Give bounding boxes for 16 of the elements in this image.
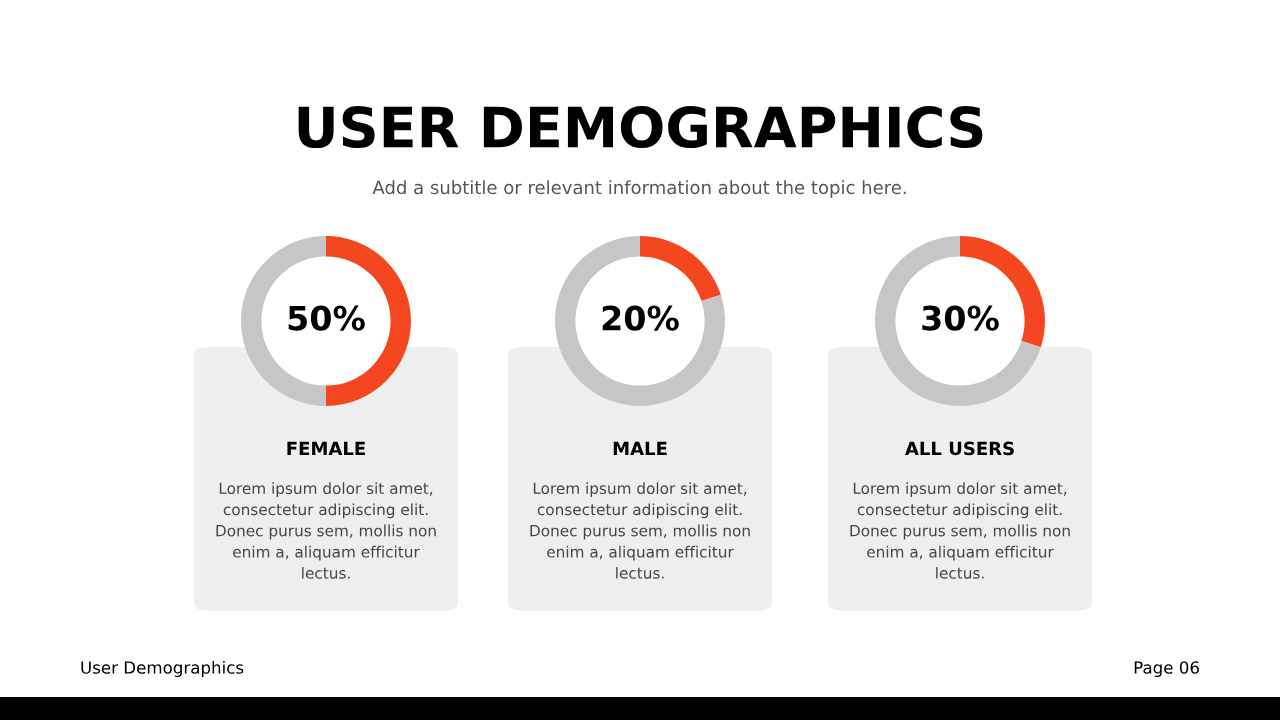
text: Page 06	[1134, 661, 1199, 678]
donut-slice	[640, 236, 721, 302]
text: USER DEMOGRAPHICS	[298, 106, 983, 149]
text: FEMALE	[287, 441, 365, 455]
data-label: 50%	[288, 305, 365, 331]
data-label: 30%	[922, 305, 999, 331]
text: MALE	[613, 441, 667, 455]
data-label: 20%	[602, 305, 679, 331]
text: Lorem ipsum dolor sit amet, consectetur adipiscing elit. Donec purus sem, mollis non enim a, aliquam efficitur lectus.	[530, 482, 750, 579]
text: ALL USERS	[905, 441, 1014, 456]
donut-slice	[875, 236, 1041, 406]
text: Lorem ipsum dolor sit amet, consectetur adipiscing elit. Donec purus sem, mollis non enim a, aliquam efficitur lectus.	[850, 482, 1070, 579]
text: Lorem ipsum dolor sit amet, consectetur adipiscing elit. Donec purus sem, mollis non enim a, aliquam efficitur lectus.	[216, 482, 436, 579]
text: Add a subtitle or relevant information about the topic here.	[372, 180, 906, 198]
donut-slice	[555, 236, 725, 406]
text: User Demographics	[81, 660, 244, 678]
